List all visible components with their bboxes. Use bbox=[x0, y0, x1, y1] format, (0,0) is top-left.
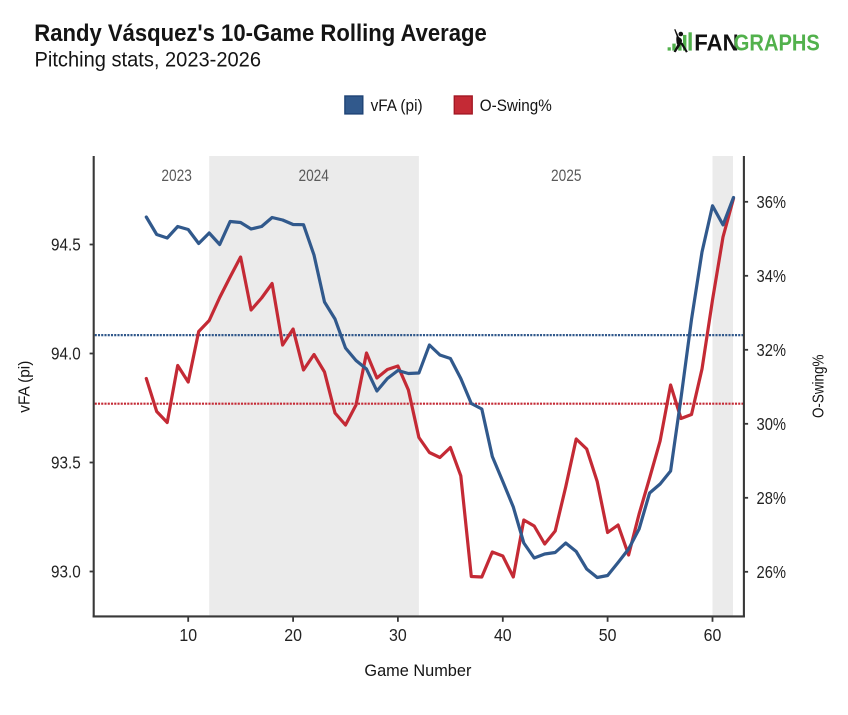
svg-text:28%: 28% bbox=[757, 488, 787, 508]
svg-text:94.0: 94.0 bbox=[51, 344, 81, 364]
svg-text:vFA (pi): vFA (pi) bbox=[371, 96, 423, 115]
svg-text:2025: 2025 bbox=[551, 166, 582, 185]
svg-text:36%: 36% bbox=[757, 192, 787, 212]
svg-text:Randy Vásquez's 10-Game Rollin: Randy Vásquez's 10-Game Rolling Average bbox=[34, 20, 487, 47]
svg-text:Pitching stats, 2023-2026: Pitching stats, 2023-2026 bbox=[35, 47, 262, 71]
svg-text:30: 30 bbox=[389, 625, 407, 645]
svg-text:GRAPHS: GRAPHS bbox=[734, 30, 820, 55]
svg-text:50: 50 bbox=[599, 625, 617, 645]
svg-text:O-Swing%: O-Swing% bbox=[480, 96, 552, 115]
svg-text:O-Swing%: O-Swing% bbox=[811, 355, 828, 419]
svg-text:26%: 26% bbox=[757, 562, 787, 582]
svg-text:93.0: 93.0 bbox=[51, 562, 81, 582]
svg-text:2024: 2024 bbox=[298, 166, 329, 185]
svg-text:2023: 2023 bbox=[161, 166, 192, 185]
svg-text:30%: 30% bbox=[757, 414, 787, 434]
svg-text:93.5: 93.5 bbox=[51, 453, 81, 473]
svg-text:32%: 32% bbox=[757, 340, 787, 360]
svg-text:34%: 34% bbox=[757, 266, 787, 286]
svg-text:Game Number: Game Number bbox=[364, 661, 471, 680]
svg-text:40: 40 bbox=[494, 625, 512, 645]
svg-text:94.5: 94.5 bbox=[51, 235, 81, 255]
svg-text:vFA (pi): vFA (pi) bbox=[17, 361, 34, 413]
svg-text:60: 60 bbox=[704, 625, 722, 645]
svg-text:20: 20 bbox=[284, 625, 302, 645]
svg-text:FAN: FAN bbox=[694, 30, 738, 55]
svg-text:10: 10 bbox=[179, 625, 197, 645]
